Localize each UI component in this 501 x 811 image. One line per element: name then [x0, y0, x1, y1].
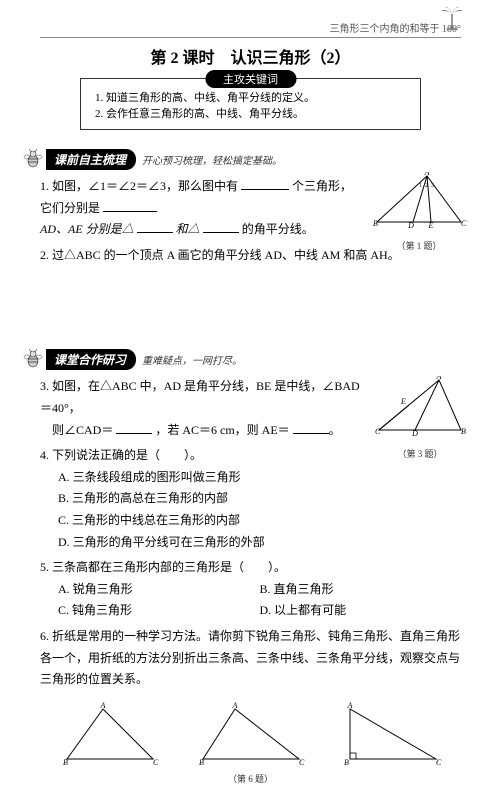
svg-text:B: B: [344, 758, 349, 767]
blank: [137, 221, 173, 233]
q3-text-b: 则∠CAD＝: [40, 423, 113, 437]
svg-text:C: C: [461, 219, 467, 228]
svg-text:D: D: [407, 221, 414, 228]
running-header: 三角形三个内角的和等于 180°: [40, 20, 461, 38]
q1-text-c: AD、AE 分别是△: [40, 222, 134, 236]
q2-text: 2. 过△ABC 的一个顶点 A 画它的角平分线 AD、中线 AM 和高 AH。: [40, 248, 400, 262]
question-2: 2. 过△ABC 的一个顶点 A 画它的角平分线 AD、中线 AM 和高 AH。: [40, 245, 461, 267]
q5-opt-b: B. 直角三角形: [260, 579, 462, 601]
blank: [241, 178, 289, 190]
q3-text-a: 3. 如图，在△ABC 中，AD 是角平分线，BE 是中线，∠BAD＝40°，: [40, 379, 360, 415]
q5-opt-c: C. 钝角三角形: [58, 600, 260, 622]
svg-text:A: A: [100, 701, 106, 710]
svg-text:C: C: [153, 758, 159, 767]
section1-sub: 开心预习梳理，轻松搞定基础。: [142, 152, 282, 167]
q1-text-e: 的角平分线。: [242, 222, 314, 236]
svg-text:2: 2: [425, 183, 428, 189]
bee-icon: [22, 148, 44, 170]
blank: [103, 200, 157, 212]
page-title: 第 2 课时 认识三角形（2）: [40, 44, 461, 68]
q4-opt-b: B. 三角形的高总在三角形的内部: [58, 488, 461, 510]
obtuse-triangle-icon: A B C: [195, 701, 305, 769]
svg-text:C: C: [299, 758, 305, 767]
keyword-line-1: 1. 知道三角形的高、中线、角平分线的定义。: [95, 89, 410, 105]
svg-text:B: B: [461, 427, 466, 436]
q6-figures: A B C A B C A B C: [40, 701, 461, 769]
question-6: 6. 折纸是常用的一种学习方法。请你剪下锐角三角形、钝角三角形、直角三角形各一个…: [40, 626, 461, 787]
q5-opt-a: A. 锐角三角形: [58, 579, 260, 601]
section2-sub: 重难疑点，一网打尽。: [142, 352, 242, 367]
svg-text:C: C: [375, 427, 381, 436]
q4-opt-d: D. 三角形的角平分线可在三角形的外部: [58, 532, 461, 554]
q6-caption: （第 6 题）: [40, 771, 461, 787]
keywords-badge: 主攻关键词: [205, 70, 296, 88]
svg-text:A: A: [424, 172, 430, 177]
q6-text: 6. 折纸是常用的一种学习方法。请你剪下锐角三角形、钝角三角形、直角三角形各一个…: [40, 629, 460, 686]
q1-text-a: 1. 如图，∠1＝∠2＝∠3，那么图中有: [40, 179, 238, 193]
keywords-box: 主攻关键词 1. 知道三角形的高、中线、角平分线的定义。 2. 会作任意三角形的…: [80, 78, 421, 130]
keyword-line-2: 2. 会作任意三角形的高、中线、角平分线。: [95, 105, 410, 121]
svg-text:B: B: [63, 758, 68, 767]
svg-text:B: B: [373, 219, 378, 228]
q4-stem: 4. 下列说法正确的是（ ）。: [40, 448, 202, 462]
triangle-diagram-icon: A B C D E 1 2 3: [371, 172, 467, 228]
question-4: 4. 下列说法正确的是（ ）。 A. 三条线段组成的图形叫做三角形 B. 三角形…: [40, 445, 461, 553]
question-1: 1. 如图，∠1＝∠2＝∠3，那么图中有 个三角形，它们分别是 AD、AE 分别…: [40, 176, 461, 241]
svg-text:A: A: [346, 701, 352, 710]
q3-text-c: ，若 AC＝6 cm，则 AE＝: [155, 423, 289, 437]
svg-text:A: A: [436, 376, 442, 381]
question-3: 3. 如图，在△ABC 中，AD 是角平分线，BE 是中线，∠BAD＝40°， …: [40, 376, 461, 441]
triangle-diagram-icon: A C B D E: [373, 376, 467, 436]
svg-text:C: C: [436, 758, 442, 767]
palm-icon: [439, 4, 465, 30]
section2-tab: 课堂合作研习: [46, 349, 136, 370]
q4-opt-a: A. 三条线段组成的图形叫做三角形: [58, 467, 461, 489]
blank: [203, 221, 239, 233]
svg-text:B: B: [199, 758, 204, 767]
q5-opt-d: D. 以上都有可能: [260, 600, 462, 622]
q1-text-d: 和△: [176, 222, 200, 236]
q4-opt-c: C. 三角形的中线总在三角形的内部: [58, 510, 461, 532]
svg-text:D: D: [411, 429, 418, 436]
section1-tab: 课前自主梳理: [46, 149, 136, 170]
q5-stem: 5. 三条高都在三角形内部的三角形是（ ）。: [40, 560, 286, 574]
q1-figure: A B C D E 1 2 3 （第 1 题）: [371, 172, 467, 254]
question-5: 5. 三条高都在三角形内部的三角形是（ ）。 A. 锐角三角形 B. 直角三角形…: [40, 557, 461, 622]
svg-text:E: E: [428, 221, 434, 228]
acute-triangle-icon: A B C: [55, 701, 165, 769]
section-prestudy: 课前自主梳理 开心预习梳理，轻松搞定基础。: [22, 148, 461, 170]
blank: [293, 422, 329, 434]
svg-text:3: 3: [431, 183, 434, 189]
bee-icon: [22, 348, 44, 370]
svg-text:1: 1: [419, 183, 422, 189]
svg-text:E: E: [400, 397, 406, 406]
blank: [116, 422, 152, 434]
section-classwork: 课堂合作研习 重难疑点，一网打尽。: [22, 348, 461, 370]
right-triangle-icon: A B C: [336, 701, 446, 769]
svg-text:A: A: [232, 701, 238, 710]
